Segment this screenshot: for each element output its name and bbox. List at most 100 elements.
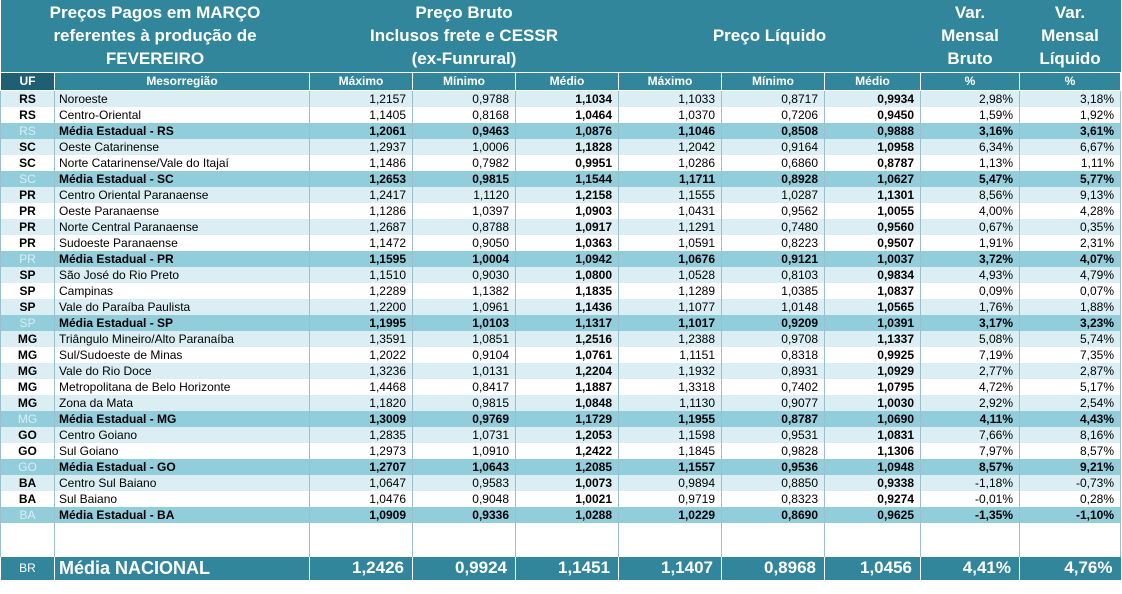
cell-liquido-min: 0,6860 <box>721 154 825 171</box>
cell-bruto-min: 0,9336 <box>412 506 516 523</box>
cell-bruto-med: 1,2204 <box>515 362 619 379</box>
cell-liquido-max: 1,0229 <box>618 506 722 523</box>
cell-var-bruto: 6,34% <box>920 138 1020 155</box>
cell-mesorregiao: Média Estadual - MG <box>54 410 310 427</box>
cell-uf: SC <box>0 170 55 187</box>
cell-uf: PR <box>0 250 55 267</box>
cell-liquido-med: 1,0627 <box>824 170 921 187</box>
cell-bruto-max: 1,2835 <box>309 426 413 443</box>
cell-liquido-max: 1,1407 <box>618 556 722 580</box>
cell-liquido-med: 0,9925 <box>824 346 921 363</box>
cell-liquido-med: 1,1337 <box>824 330 921 347</box>
cell-liquido-min: 0,9708 <box>721 330 825 347</box>
cell-var-bruto: 8,57% <box>920 458 1020 475</box>
cell-liquido-med: 0,9450 <box>824 106 921 123</box>
cell-var-bruto: 4,00% <box>920 202 1020 219</box>
cell-mesorregiao: Campinas <box>54 282 310 299</box>
var-liquido-header: Var. Mensal Líquido <box>1019 0 1121 72</box>
col-bruto-med: Médio <box>515 71 619 91</box>
cell-bruto-max: 1,2022 <box>309 346 413 363</box>
empty-cell <box>0 522 55 557</box>
cell-uf: SP <box>0 266 55 283</box>
cell-bruto-max: 1,2157 <box>309 90 413 107</box>
cell-bruto-med: 1,1317 <box>515 314 619 331</box>
cell-uf: SC <box>0 138 55 155</box>
cell-bruto-med: 1,1887 <box>515 378 619 395</box>
cell-bruto-max: 1,1286 <box>309 202 413 219</box>
cell-bruto-min: 0,9048 <box>412 490 516 507</box>
state-average-row: SP Média Estadual - SP 1,1995 1,0103 1,1317 1… <box>0 314 1121 331</box>
cell-bruto-max: 1,2417 <box>309 186 413 203</box>
state-average-row: BA Média Estadual - BA 1,0909 0,9336 1,0288 1… <box>0 506 1121 523</box>
cell-uf: MG <box>0 362 55 379</box>
cell-uf: RS <box>0 122 55 139</box>
cell-bruto-med: 1,2158 <box>515 186 619 203</box>
cell-liquido-min: 0,8850 <box>721 474 825 491</box>
cell-mesorregiao: Sul Goiano <box>54 442 310 459</box>
cell-bruto-max: 1,3009 <box>309 410 413 427</box>
cell-liquido-min: 0,9077 <box>721 394 825 411</box>
cell-liquido-max: 1,1932 <box>618 362 722 379</box>
cell-bruto-max: 1,1820 <box>309 394 413 411</box>
cell-var-liquido: 4,76% <box>1019 556 1121 580</box>
cell-liquido-min: 0,9536 <box>721 458 825 475</box>
cell-liquido-max: 1,2042 <box>618 138 722 155</box>
cell-mesorregiao: Média NACIONAL <box>54 556 310 580</box>
cell-uf: SP <box>0 282 55 299</box>
cell-bruto-med: 1,0761 <box>515 346 619 363</box>
cell-liquido-min: 0,8787 <box>721 410 825 427</box>
cell-bruto-min: 0,9030 <box>412 266 516 283</box>
cell-bruto-med: 1,1729 <box>515 410 619 427</box>
cell-uf: MG <box>0 346 55 363</box>
cell-uf: MG <box>0 378 55 395</box>
cell-liquido-min: 0,7402 <box>721 378 825 395</box>
cell-var-bruto: 1,76% <box>920 298 1020 315</box>
table-row: SC Oeste Catarinense 1,2937 1,0006 1,1828 1,2… <box>0 138 1121 155</box>
cell-bruto-med: 1,1034 <box>515 90 619 107</box>
cell-liquido-min: 1,0148 <box>721 298 825 315</box>
cell-var-liquido: 8,57% <box>1019 442 1121 459</box>
cell-var-bruto: 2,92% <box>920 394 1020 411</box>
cell-bruto-max: 1,2973 <box>309 442 413 459</box>
cell-bruto-min: 0,9788 <box>412 90 516 107</box>
cell-var-bruto: 4,93% <box>920 266 1020 283</box>
liquido-header: Preço Líquido <box>618 0 921 72</box>
cell-bruto-min: 1,0103 <box>412 314 516 331</box>
table-row: PR Norte Central Paranaense 1,2687 0,8788 1,… <box>0 218 1121 235</box>
table-row: MG Zona da Mata 1,1820 0,9815 1,0848 1,1130 0,… <box>0 394 1121 411</box>
cell-var-bruto: 3,72% <box>920 250 1020 267</box>
cell-uf: PR <box>0 186 55 203</box>
cell-var-bruto: -1,35% <box>920 506 1020 523</box>
cell-bruto-med: 1,0464 <box>515 106 619 123</box>
cell-liquido-med: 1,0929 <box>824 362 921 379</box>
table-title: Preços Pagos em MARÇO referentes à produ… <box>0 0 310 72</box>
cell-bruto-max: 1,2061 <box>309 122 413 139</box>
cell-liquido-max: 1,0370 <box>618 106 722 123</box>
cell-mesorregiao: Oeste Paranaense <box>54 202 310 219</box>
cell-liquido-max: 1,1046 <box>618 122 722 139</box>
cell-bruto-min: 0,9104 <box>412 346 516 363</box>
table-row: SP São José do Rio Preto 1,1510 0,9030 1,080… <box>0 266 1121 283</box>
cell-liquido-min: 0,8223 <box>721 234 825 251</box>
column-header-row: UF Mesorregião Máximo Mínimo Médio Máxim… <box>0 71 1121 91</box>
cell-bruto-max: 1,1472 <box>309 234 413 251</box>
spacer-row <box>0 522 1121 557</box>
empty-cell <box>920 522 1020 557</box>
cell-bruto-max: 1,0909 <box>309 506 413 523</box>
cell-liquido-min: 0,8931 <box>721 362 825 379</box>
cell-var-bruto: 4,72% <box>920 378 1020 395</box>
cell-var-bruto: 1,13% <box>920 154 1020 171</box>
cell-var-liquido: 0,28% <box>1019 490 1121 507</box>
cell-liquido-med: 1,0831 <box>824 426 921 443</box>
cell-uf: BA <box>0 474 55 491</box>
cell-bruto-min: 1,0006 <box>412 138 516 155</box>
state-average-row: RS Média Estadual - RS 1,2061 0,9463 1,0876 1… <box>0 122 1121 139</box>
cell-liquido-min: 0,7206 <box>721 106 825 123</box>
cell-var-liquido: 0,07% <box>1019 282 1121 299</box>
cell-liquido-min: 0,8717 <box>721 90 825 107</box>
col-uf: UF <box>0 71 55 91</box>
cell-liquido-max: 1,3318 <box>618 378 722 395</box>
table-row: MG Triângulo Mineiro/Alto Paranaíba 1,3591… <box>0 330 1121 347</box>
cell-mesorregiao: Média Estadual - GO <box>54 458 310 475</box>
cell-bruto-med: 1,2085 <box>515 458 619 475</box>
